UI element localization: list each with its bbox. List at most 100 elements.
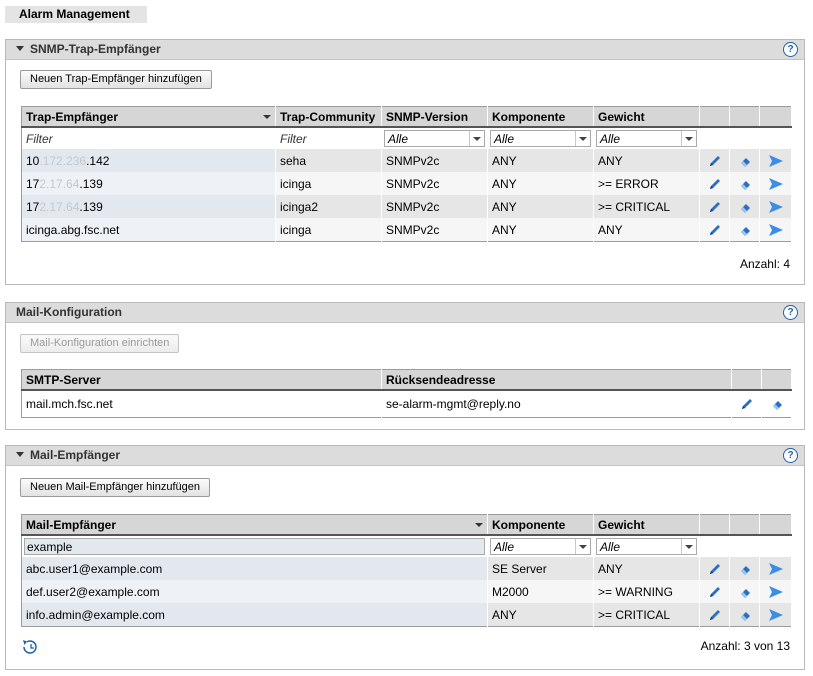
version-cell: SNMPv2c (381, 218, 488, 242)
col-header-component[interactable]: Komponente (487, 106, 594, 128)
mail-recipients-count: Anzahl: 3 von 13 (700, 639, 790, 653)
table-row[interactable]: 172.17.64.139 icinga2 SNMPv2c ANY >= CRI… (21, 195, 792, 218)
snmp-table: Trap-Empfänger Trap-Community SNMP-Versi… (21, 106, 792, 242)
edit-button[interactable] (699, 603, 730, 627)
community-cell: icinga (275, 172, 382, 195)
filter-weight-select[interactable]: Alle (593, 127, 700, 149)
delete-button[interactable] (729, 195, 760, 218)
col-header-return-address[interactable]: Rücksendeadresse (381, 369, 732, 391)
add-trap-receiver-button[interactable]: Neuen Trap-Empfänger hinzufügen (20, 70, 212, 89)
edit-button[interactable] (699, 557, 730, 580)
table-row[interactable]: abc.user1@example.com SE Server ANY (21, 557, 792, 580)
community-cell: seha (275, 149, 382, 172)
table-row[interactable]: mail.mch.fsc.net se-alarm-mgmt@reply.no (21, 390, 792, 418)
chevron-down-icon (575, 539, 590, 554)
return-address-cell: se-alarm-mgmt@reply.no (381, 390, 732, 418)
edit-button[interactable] (699, 172, 730, 195)
send-arrow-icon (768, 200, 783, 213)
delete-button[interactable] (729, 218, 760, 242)
filter-component-select[interactable]: Alle (487, 127, 594, 149)
table-row[interactable]: def.user2@example.com M2000 >= WARNING (21, 580, 792, 603)
send-test-button[interactable] (759, 195, 792, 218)
collapse-triangle-icon[interactable] (16, 452, 24, 458)
eraser-icon (740, 157, 750, 167)
setup-mail-config-button[interactable]: Mail-Konfiguration einrichten (20, 334, 180, 353)
col-header-smtp-server[interactable]: SMTP-Server (21, 369, 382, 391)
send-test-button[interactable] (759, 557, 792, 580)
col-header-weight[interactable]: Gewicht (593, 106, 700, 128)
snmp-panel-header[interactable]: SNMP-Trap-Empfänger ? (6, 40, 804, 60)
send-test-button[interactable] (759, 149, 792, 172)
col-header-component[interactable]: Komponente (487, 514, 594, 536)
add-mail-recipient-button[interactable]: Neuen Mail-Empfänger hinzufügen (20, 478, 210, 497)
col-header-weight[interactable]: Gewicht (593, 514, 700, 536)
pencil-icon (709, 224, 720, 235)
edit-button[interactable] (699, 580, 730, 603)
trap-receiver-cell: 172.17.64.139 (21, 195, 276, 218)
smtp-server-cell: mail.mch.fsc.net (21, 390, 382, 418)
send-arrow-icon (768, 177, 783, 190)
weight-cell: ANY (593, 149, 700, 172)
eraser-icon (740, 203, 750, 213)
table-row[interactable]: info.admin@example.com ANY >= CRITICAL (21, 603, 792, 627)
send-test-button[interactable] (759, 172, 792, 195)
filter-snmp-version-select[interactable]: Alle (381, 127, 488, 149)
table-row[interactable]: 172.17.64.139 icinga SNMPv2c ANY >= ERRO… (21, 172, 792, 195)
col-header-trap-receiver[interactable]: Trap-Empfänger (21, 106, 276, 128)
page-tab-alarm-management[interactable]: Alarm Management (5, 6, 147, 23)
delete-button[interactable] (729, 172, 760, 195)
snmp-count: Anzahl: 4 (739, 257, 790, 271)
mail-recipients-table: Mail-Empfänger Komponente Gewicht exampl… (21, 514, 792, 627)
delete-button[interactable] (729, 580, 760, 603)
filter-component-select[interactable]: Alle (487, 535, 594, 557)
pencil-icon (709, 155, 720, 166)
pencil-icon (709, 609, 720, 620)
filter-trap-receiver[interactable]: Filter (21, 127, 276, 149)
delete-button[interactable] (729, 149, 760, 172)
mail-recipients-panel-header[interactable]: Mail-Empfänger ? (6, 446, 804, 466)
eraser-icon (772, 401, 782, 410)
col-header-trap-community[interactable]: Trap-Community (275, 106, 382, 128)
send-test-button[interactable] (759, 580, 792, 603)
edit-button[interactable] (699, 218, 730, 242)
collapse-triangle-icon[interactable] (16, 46, 24, 52)
col-header-delete (729, 514, 760, 536)
edit-button[interactable] (699, 149, 730, 172)
table-row[interactable]: icinga.abg.fsc.net icinga SNMPv2c ANY AN… (21, 218, 792, 242)
trap-receiver-cell: icinga.abg.fsc.net (21, 218, 276, 242)
pencil-icon (709, 178, 720, 189)
col-header-snmp-version[interactable]: SNMP-Version (381, 106, 488, 128)
filter-mail-recipient-input[interactable]: example (21, 535, 488, 557)
pencil-icon (709, 586, 720, 597)
col-header-mail-recipient[interactable]: Mail-Empfänger (21, 514, 488, 536)
component-cell: ANY (487, 218, 594, 242)
component-cell: ANY (487, 603, 594, 627)
help-icon[interactable]: ? (783, 448, 798, 463)
delete-button[interactable] (761, 390, 792, 418)
send-test-button[interactable] (759, 218, 792, 242)
col-header-delete (761, 369, 792, 391)
component-cell: ANY (487, 195, 594, 218)
refresh-clock-icon[interactable] (21, 638, 39, 656)
weight-cell: >= WARNING (593, 580, 700, 603)
version-cell: SNMPv2c (381, 172, 488, 195)
help-icon[interactable]: ? (783, 305, 798, 320)
table-row[interactable]: 10.172.236.142 seha SNMPv2c ANY ANY (21, 149, 792, 172)
sort-desc-icon (263, 115, 271, 119)
filter-trap-community[interactable]: Filter (275, 127, 382, 149)
pencil-icon (709, 563, 720, 574)
trap-receiver-cell: 10.172.236.142 (21, 149, 276, 172)
send-arrow-icon (768, 585, 783, 598)
snmp-panel-title: SNMP-Trap-Empfänger (30, 42, 161, 56)
weight-cell: >= CRITICAL (593, 603, 700, 627)
delete-button[interactable] (729, 557, 760, 580)
help-icon[interactable]: ? (783, 42, 798, 57)
delete-button[interactable] (729, 603, 760, 627)
weight-cell: ANY (593, 557, 700, 580)
col-header-edit (699, 106, 730, 128)
send-test-button[interactable] (759, 603, 792, 627)
edit-button[interactable] (699, 195, 730, 218)
col-header-test (759, 514, 792, 536)
edit-button[interactable] (731, 390, 762, 418)
filter-weight-select[interactable]: Alle (593, 535, 700, 557)
